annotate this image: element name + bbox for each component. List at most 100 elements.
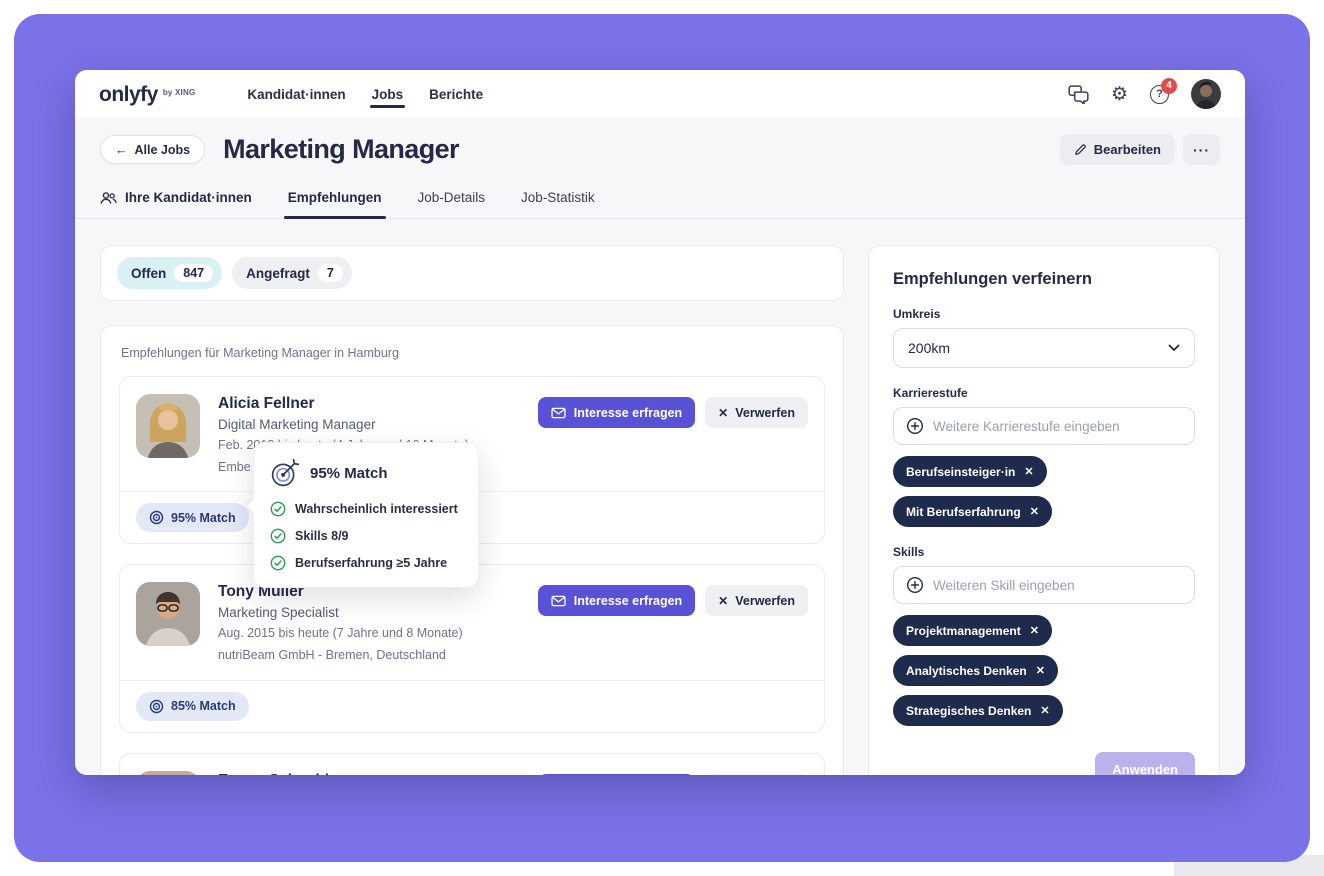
onlyfy-logo[interactable]: onlyfy by XING xyxy=(99,84,195,105)
nav-item-berichte[interactable]: Berichte xyxy=(429,86,484,102)
settings-button[interactable]: ⚙ xyxy=(1111,85,1128,104)
more-options-button[interactable]: ··· xyxy=(1183,134,1220,165)
close-icon: ✕ xyxy=(718,405,729,420)
discard-label: Verwerfen xyxy=(735,405,795,420)
chip-count: 7 xyxy=(317,264,343,282)
discard-button[interactable]: ✕ Verwerfen xyxy=(705,585,808,617)
chat-icon xyxy=(1068,84,1089,104)
candidate-actions: Interesse erfragen ✕ Verwerfen xyxy=(537,582,808,664)
target-icon xyxy=(149,699,164,713)
avatar[interactable] xyxy=(136,770,200,775)
main-nav: Kandidat·innen Jobs Berichte xyxy=(247,70,483,118)
avatar[interactable] xyxy=(136,394,200,458)
target-dart-icon xyxy=(271,458,300,487)
tab-label: Empfehlungen xyxy=(287,190,382,205)
refine-panel: Empfehlungen verfeinern Umkreis 200km Ka… xyxy=(868,245,1220,775)
notification-badge: 4 xyxy=(1161,77,1177,94)
candidate-name[interactable]: Emma Schneider xyxy=(218,772,520,776)
criterion-label: Wahrscheinlich interessiert xyxy=(295,502,458,516)
skills-tags: Projektmanagement ✕ Analytisches Denken … xyxy=(893,615,1195,726)
help-button[interactable]: ? 4 xyxy=(1150,77,1177,104)
skills-input-wrap xyxy=(893,566,1195,604)
chevron-down-icon xyxy=(1168,344,1180,351)
candidate-actions: Interesse erfragen ✕ Verwerfen xyxy=(537,771,808,775)
app-window: onlyfy by XING Kandidat·innen Jobs Beric… xyxy=(75,70,1245,775)
skills-input[interactable] xyxy=(933,577,1182,593)
radius-select[interactable]: 200km xyxy=(893,328,1195,368)
match-badge[interactable]: 85% Match xyxy=(136,691,249,721)
tab-empfehlungen[interactable]: Empfehlungen xyxy=(283,190,386,219)
plus-circle-icon xyxy=(906,576,924,594)
skill-tag[interactable]: Projektmanagement ✕ xyxy=(893,615,1052,646)
career-input[interactable] xyxy=(933,418,1182,434)
refine-title: Empfehlungen verfeinern xyxy=(893,270,1092,288)
match-label: 85% Match xyxy=(171,699,236,713)
close-icon: ✕ xyxy=(718,593,729,608)
tag-label: Berufseinsteiger·in xyxy=(906,464,1016,479)
request-interest-button[interactable]: Interesse erfragen xyxy=(537,773,696,775)
chip-label: Angefragt xyxy=(246,265,310,281)
avatar[interactable] xyxy=(136,582,200,647)
nav-item-jobs[interactable]: Jobs xyxy=(369,73,405,116)
main-area: Offen 847 Angefragt 7 Empfehlungen für M… xyxy=(75,219,1245,775)
pencil-icon xyxy=(1075,144,1086,155)
candidate-company: nutriBeam GmbH - Bremen, Deutschland xyxy=(218,648,446,663)
candidate-info: Emma Schneider Brand Manager xyxy=(218,771,520,776)
request-interest-button[interactable]: Interesse erfragen xyxy=(537,397,696,428)
skill-tag[interactable]: Analytisches Denken ✕ xyxy=(893,655,1058,686)
back-to-all-jobs-button[interactable]: ← Alle Jobs xyxy=(100,135,206,164)
career-input-wrap xyxy=(893,407,1195,445)
discard-button[interactable]: ✕ Verwerfen xyxy=(705,773,808,775)
candidate-name[interactable]: Alicia Fellner xyxy=(218,395,315,412)
tab-ihre-kandidatinnen[interactable]: Ihre Kandidat·innen xyxy=(100,190,252,218)
chip-count: 847 xyxy=(174,264,214,282)
request-interest-button[interactable]: Interesse erfragen xyxy=(537,585,696,617)
filter-chip-angefragt[interactable]: Angefragt 7 xyxy=(232,257,352,289)
remove-tag-icon[interactable]: ✕ xyxy=(1029,506,1039,518)
target-icon xyxy=(149,511,164,525)
criterion-label: Berufserfahrung ≥5 Jahre xyxy=(295,556,448,570)
page-title: Marketing Manager xyxy=(223,134,459,164)
user-avatar[interactable] xyxy=(1191,79,1221,109)
match-badge[interactable]: 95% Match xyxy=(136,503,249,533)
tab-job-statistik[interactable]: Job-Statistik xyxy=(521,190,595,218)
back-label: Alle Jobs xyxy=(134,142,191,157)
check-circle-icon xyxy=(270,501,286,517)
career-tag[interactable]: Berufseinsteiger·in ✕ xyxy=(893,456,1047,487)
tag-label: Analytisches Denken xyxy=(906,663,1027,678)
status-filter-card: Offen 847 Angefragt 7 xyxy=(100,245,844,301)
edit-label: Bearbeiten xyxy=(1093,142,1161,157)
remove-tag-icon[interactable]: ✕ xyxy=(1035,665,1045,677)
remove-tag-icon[interactable]: ✕ xyxy=(1024,466,1034,478)
logo-byline: by XING xyxy=(162,87,196,97)
tab-job-details[interactable]: Job-Details xyxy=(418,190,486,218)
edit-button[interactable]: Bearbeiten xyxy=(1059,134,1175,165)
popover-criteria: Wahrscheinlich interessiert Skills 8/9 xyxy=(270,501,462,571)
recommendations-column: Offen 847 Angefragt 7 Empfehlungen für M… xyxy=(100,245,844,775)
help-icon: ? xyxy=(1150,84,1169,104)
match-popover: 95% Match Wahrscheinlich interessiert xyxy=(253,442,479,588)
remove-tag-icon[interactable]: ✕ xyxy=(1040,705,1050,717)
candidate-job-title: Marketing Specialist xyxy=(218,605,339,621)
candidate-footer: 85% Match xyxy=(120,679,824,732)
criterion: Berufserfahrung ≥5 Jahre xyxy=(270,555,462,571)
remove-tag-icon[interactable]: ✕ xyxy=(1029,625,1039,637)
candidate-card: Emma Schneider Brand Manager xyxy=(119,752,825,776)
arrow-left-icon: ← xyxy=(115,142,128,157)
career-tag[interactable]: Mit Berufserfahrung ✕ xyxy=(893,496,1052,527)
candidate-card: Tony Müller Marketing Specialist Aug. 20… xyxy=(119,564,825,733)
filter-chip-offen[interactable]: Offen 847 xyxy=(117,257,223,289)
apply-button[interactable]: Anwenden xyxy=(1095,752,1195,775)
tag-label: Strategisches Denken xyxy=(906,703,1032,718)
discard-button[interactable]: ✕ Verwerfen xyxy=(705,397,808,428)
gear-icon: ⚙ xyxy=(1110,83,1128,105)
career-tags: Berufseinsteiger·in ✕ Mit Berufserfahrun… xyxy=(893,456,1195,527)
candidate-company: Embe xyxy=(218,460,251,475)
messages-button[interactable] xyxy=(1068,84,1089,104)
skill-tag[interactable]: Strategisches Denken ✕ xyxy=(893,695,1063,726)
career-label: Karrierestufe xyxy=(893,386,968,400)
candidate-info: Tony Müller Marketing Specialist Aug. 20… xyxy=(218,582,520,664)
tag-label: Mit Berufserfahrung xyxy=(906,504,1021,519)
discard-label: Verwerfen xyxy=(735,593,795,608)
nav-item-kandidatinnen[interactable]: Kandidat·innen xyxy=(247,86,346,102)
